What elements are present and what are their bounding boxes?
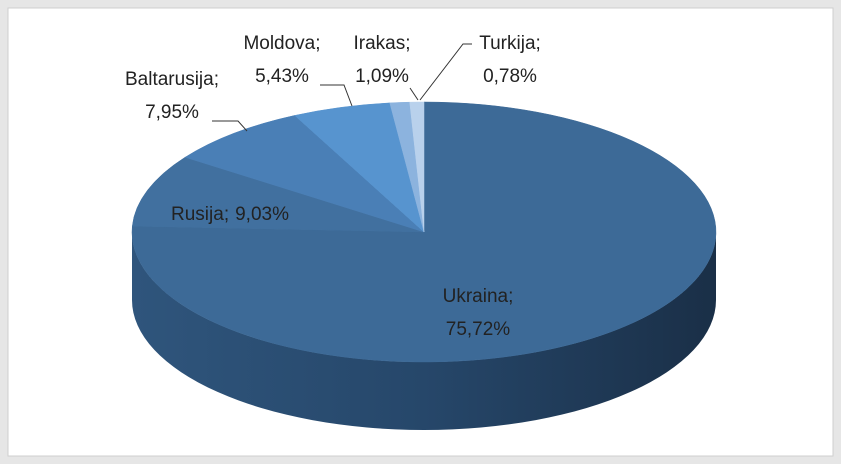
label-category: Ukraina; (443, 286, 514, 307)
leader-line (212, 120, 248, 132)
label-value: 75,72% (446, 319, 511, 340)
label-category: Baltarusija; (125, 69, 219, 90)
leader-line (409, 87, 419, 101)
data-label: Turkija; 0,78% (479, 33, 541, 87)
leader-line (419, 43, 472, 101)
slice (132, 156, 425, 233)
data-label: Baltarusija; 7,95% (125, 69, 219, 123)
data-label: Rusija; 9,03% (171, 204, 289, 225)
label-category: Turkija; (479, 33, 541, 54)
label-category: Moldova; (243, 33, 320, 54)
label-category: Rusija; (171, 204, 229, 225)
slice (131, 101, 717, 363)
slice-side (132, 232, 716, 430)
label-category: Irakas; (353, 33, 410, 54)
data-label: Moldova; 5,43% (243, 33, 320, 87)
slice (409, 101, 425, 233)
data-label: Ukraina; 75,72% (443, 286, 514, 340)
label-value: 1,09% (355, 66, 409, 87)
label-value: 9,03% (235, 204, 289, 225)
leader-line (320, 84, 353, 107)
label-value: 7,95% (145, 102, 199, 123)
label-value: 5,43% (255, 66, 309, 87)
label-value: 0,78% (483, 66, 537, 87)
data-label: Irakas; 1,09% (353, 33, 410, 87)
slice (184, 115, 425, 233)
